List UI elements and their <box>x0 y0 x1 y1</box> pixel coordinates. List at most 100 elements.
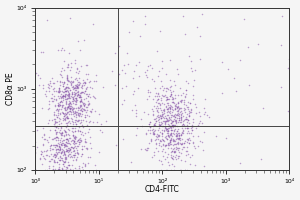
Point <box>171 114 176 117</box>
Point <box>190 126 195 129</box>
Point <box>76 95 81 98</box>
Point <box>200 13 205 16</box>
Point <box>168 125 172 128</box>
Point <box>165 86 170 89</box>
Point <box>173 94 178 97</box>
Point <box>51 138 56 141</box>
Point <box>64 166 68 169</box>
Point <box>69 107 74 110</box>
Point <box>143 14 148 17</box>
Point <box>62 87 67 90</box>
Point <box>72 140 76 143</box>
Point <box>51 168 56 171</box>
Point <box>65 97 70 100</box>
Point <box>163 116 168 119</box>
Point <box>170 149 175 153</box>
Point <box>154 142 159 145</box>
Point <box>70 164 75 167</box>
Point <box>41 50 46 53</box>
Point <box>63 148 68 151</box>
Point <box>69 62 74 65</box>
Point <box>62 113 67 116</box>
Point <box>58 95 63 98</box>
Point <box>78 168 82 171</box>
Point <box>64 115 69 118</box>
Point <box>70 88 75 91</box>
Point <box>53 125 58 129</box>
Point <box>130 108 135 111</box>
Point <box>172 128 177 131</box>
Point <box>157 124 161 127</box>
Point <box>168 142 173 146</box>
Point <box>87 80 92 84</box>
Point <box>94 73 99 76</box>
Point <box>72 148 76 151</box>
Point <box>149 78 154 81</box>
Point <box>69 138 74 141</box>
Point <box>162 119 167 122</box>
Point <box>55 168 60 171</box>
Point <box>61 150 66 153</box>
Point <box>279 15 284 18</box>
Point <box>72 95 77 98</box>
Point <box>178 142 183 145</box>
Point <box>187 121 192 125</box>
Point <box>63 89 68 93</box>
Point <box>169 121 174 124</box>
Point <box>60 94 65 97</box>
Point <box>70 146 75 149</box>
Point <box>159 79 164 82</box>
Point <box>163 124 168 127</box>
Point <box>152 123 157 126</box>
Point <box>92 164 97 167</box>
Point <box>144 75 149 78</box>
Point <box>165 142 170 145</box>
Point <box>54 147 58 150</box>
Point <box>166 123 171 127</box>
Point <box>168 141 173 144</box>
Point <box>73 100 77 103</box>
Point <box>58 100 63 103</box>
Point <box>176 101 180 104</box>
Point <box>70 111 75 114</box>
Point <box>180 99 184 102</box>
Point <box>178 151 183 154</box>
Point <box>63 168 68 171</box>
Point <box>164 144 169 147</box>
Point <box>50 88 55 91</box>
Point <box>59 166 64 170</box>
Point <box>152 123 157 126</box>
Point <box>146 129 151 132</box>
Point <box>68 154 73 157</box>
Point <box>53 97 58 100</box>
Point <box>74 94 79 97</box>
Point <box>147 123 152 126</box>
Point <box>164 119 169 122</box>
Point <box>85 72 90 76</box>
Point <box>86 103 91 106</box>
Point <box>120 102 124 106</box>
Point <box>43 157 47 161</box>
Point <box>70 86 75 89</box>
Point <box>185 100 190 103</box>
Point <box>79 99 83 102</box>
Point <box>53 121 58 124</box>
Point <box>163 136 168 139</box>
Point <box>183 154 188 157</box>
Point <box>163 143 167 146</box>
Point <box>53 119 58 123</box>
Point <box>190 154 195 157</box>
Point <box>60 167 65 170</box>
Point <box>170 90 175 93</box>
Point <box>184 127 189 130</box>
Point <box>164 111 169 114</box>
Point <box>48 157 53 160</box>
Point <box>162 109 167 112</box>
Point <box>74 83 79 86</box>
Point <box>57 168 62 171</box>
Point <box>179 100 184 103</box>
Point <box>51 164 56 168</box>
Point <box>55 145 59 148</box>
Point <box>166 101 171 105</box>
Point <box>77 125 82 129</box>
